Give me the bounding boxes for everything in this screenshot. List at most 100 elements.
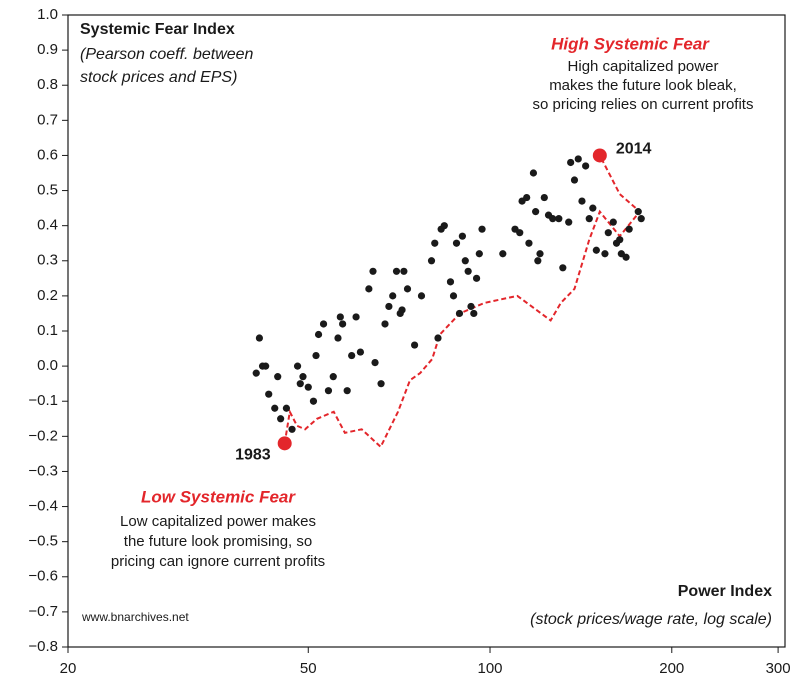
point — [555, 215, 563, 223]
y-tick-label: 0.9 — [37, 41, 58, 58]
y-tick-label: 0.0 — [37, 357, 58, 374]
point — [516, 229, 524, 237]
point — [262, 362, 270, 370]
x-tick-label: 100 — [478, 660, 503, 677]
point — [540, 193, 548, 202]
point — [452, 239, 461, 247]
y-tick-label: −0.3 — [28, 462, 58, 479]
point — [400, 267, 408, 275]
time-path — [283, 154, 642, 449]
annotation-title: Low Systemic Fear — [141, 487, 296, 506]
highlight-label: 2014 — [616, 141, 652, 158]
point — [403, 285, 412, 293]
point — [609, 218, 617, 226]
annotation-text: makes the future look bleak, — [549, 77, 737, 94]
point — [296, 380, 304, 388]
point — [398, 306, 406, 314]
point — [392, 267, 401, 275]
point — [417, 292, 426, 300]
point — [567, 158, 575, 167]
y-tick-label: 1.0 — [37, 6, 58, 23]
point — [559, 264, 567, 272]
point — [622, 253, 630, 261]
point — [525, 239, 533, 247]
point — [265, 390, 273, 398]
point — [356, 348, 365, 356]
point — [475, 250, 483, 258]
point — [324, 387, 333, 395]
point — [549, 215, 557, 223]
annotation-text: so pricing relies on current profits — [533, 96, 754, 113]
y-tick-label: 0.1 — [37, 322, 58, 339]
x-tick-label: 300 — [766, 660, 791, 677]
point — [499, 250, 507, 258]
y-tick-label: 0.5 — [37, 182, 58, 199]
point — [293, 362, 302, 370]
point — [578, 197, 586, 205]
highlight-point — [277, 436, 292, 451]
point — [534, 257, 542, 265]
point — [319, 320, 328, 328]
source: www.bnarchives.net — [81, 610, 189, 624]
annotation-text: the future look promising, so — [124, 533, 312, 550]
point — [589, 204, 597, 212]
point — [601, 250, 609, 258]
annotation-text: pricing can ignore current profits — [111, 553, 325, 570]
point — [431, 239, 439, 247]
y-tick-label: −0.6 — [28, 568, 58, 585]
annotation-text: High capitalized power — [568, 58, 719, 75]
point — [348, 351, 356, 360]
x-tick-label: 50 — [300, 660, 317, 677]
point — [385, 302, 393, 311]
x-axis-label: Power Index — [678, 583, 772, 600]
y-tick-label: 0.8 — [37, 76, 58, 93]
point — [616, 236, 624, 244]
y-tick-label: 0.3 — [37, 252, 58, 269]
point — [634, 208, 642, 216]
point — [377, 380, 385, 388]
point — [410, 341, 419, 349]
point — [343, 387, 351, 395]
point — [461, 257, 469, 265]
y-tick-label: −0.8 — [28, 638, 58, 655]
point — [440, 222, 448, 230]
point — [467, 302, 475, 311]
point — [523, 193, 531, 202]
point — [582, 162, 590, 170]
point — [449, 292, 458, 300]
point — [427, 257, 436, 265]
point — [529, 169, 538, 177]
y-tick-label: −0.5 — [28, 533, 58, 550]
point — [381, 320, 389, 328]
point — [625, 225, 633, 233]
annotation-title: High Systemic Fear — [551, 34, 710, 53]
point — [472, 274, 481, 282]
point — [336, 313, 344, 321]
annotation-text: Low capitalized power makes — [120, 513, 316, 530]
point — [389, 292, 397, 300]
y-tick-label: −0.1 — [28, 392, 58, 409]
point — [299, 373, 307, 381]
y-tick-label: −0.4 — [28, 498, 58, 515]
point — [464, 267, 472, 275]
point — [329, 373, 337, 381]
point — [304, 383, 312, 391]
point — [277, 415, 285, 423]
highlight-point — [592, 148, 607, 163]
point — [458, 232, 466, 240]
point — [365, 285, 373, 293]
point — [252, 369, 260, 377]
point — [470, 309, 478, 318]
point — [271, 404, 279, 412]
x-tick-label: 200 — [659, 660, 684, 677]
point — [478, 225, 486, 233]
point — [334, 334, 342, 342]
point — [288, 425, 296, 433]
chart-title: Systemic Fear Index — [80, 21, 235, 38]
point — [369, 267, 377, 275]
point — [309, 397, 318, 405]
point — [585, 215, 593, 223]
point — [446, 278, 455, 286]
point — [574, 155, 582, 163]
